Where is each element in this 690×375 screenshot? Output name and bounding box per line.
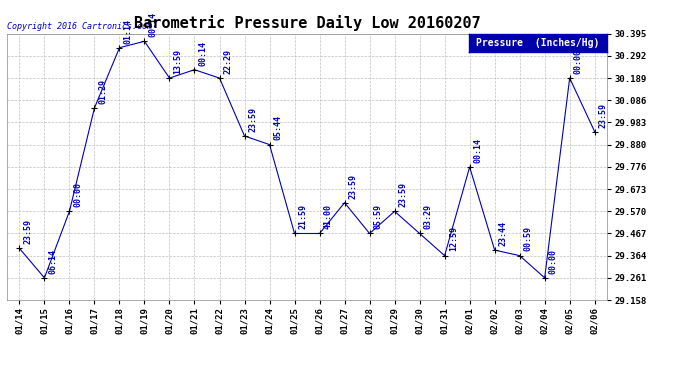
Text: 05:59: 05:59 [374, 204, 383, 230]
Text: 00:59: 00:59 [524, 226, 533, 252]
Text: 23:59: 23:59 [399, 182, 408, 207]
Text: 23:44: 23:44 [499, 221, 508, 246]
Text: 00:00: 00:00 [574, 49, 583, 74]
Text: 03:29: 03:29 [424, 204, 433, 230]
Text: 01:29: 01:29 [99, 79, 108, 104]
Text: 12:59: 12:59 [448, 226, 457, 252]
Text: 13:59: 13:59 [174, 49, 183, 74]
Text: 06:14: 06:14 [48, 249, 57, 274]
Text: 23:59: 23:59 [348, 174, 357, 198]
Text: 00:14: 00:14 [199, 40, 208, 66]
Text: 23:59: 23:59 [599, 102, 608, 128]
Text: 00:00: 00:00 [74, 182, 83, 207]
Text: 00:14: 00:14 [148, 12, 157, 37]
Text: Copyright 2016 Cartronics.com: Copyright 2016 Cartronics.com [7, 22, 152, 31]
Text: 05:44: 05:44 [274, 116, 283, 140]
Text: 22:29: 22:29 [224, 49, 233, 74]
Text: 00:00: 00:00 [549, 249, 558, 274]
Text: 21:59: 21:59 [299, 204, 308, 230]
Text: 41:00: 41:00 [324, 204, 333, 230]
Title: Barometric Pressure Daily Low 20160207: Barometric Pressure Daily Low 20160207 [134, 15, 480, 31]
Text: 00:14: 00:14 [474, 138, 483, 163]
Text: 23:59: 23:59 [23, 219, 32, 244]
Text: 23:59: 23:59 [248, 107, 257, 132]
Text: 01:14: 01:14 [124, 19, 132, 44]
